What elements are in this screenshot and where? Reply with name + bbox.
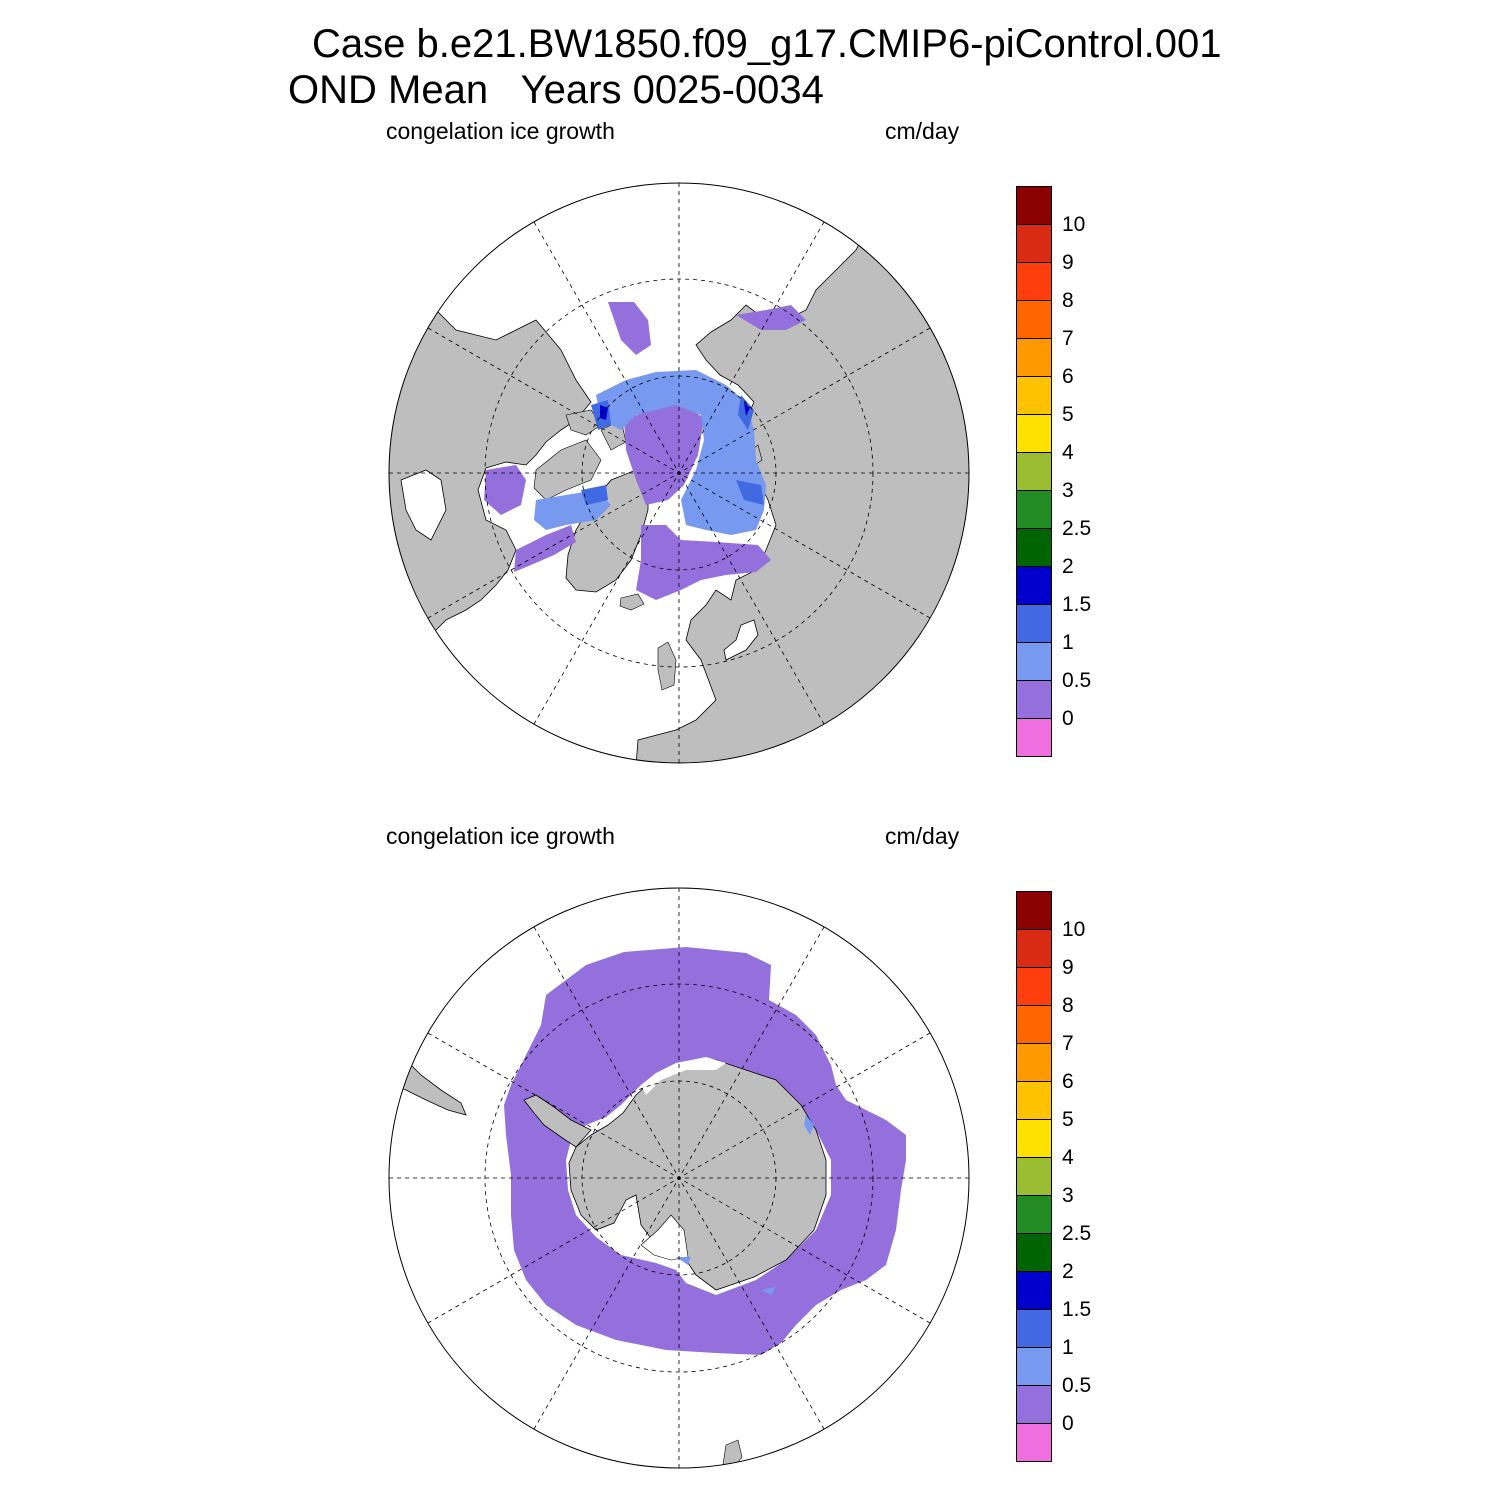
colorbar-tick-label: 2.5 <box>1062 517 1092 540</box>
colorbar-tick-label: 9 <box>1062 956 1074 979</box>
colorbar-swatch <box>1016 1271 1052 1310</box>
colorbar-swatch <box>1016 414 1052 453</box>
colorbar-swatch <box>1016 718 1052 757</box>
colorbar-tick-label: 4 <box>1062 1146 1074 1169</box>
colorbar-swatch <box>1016 490 1052 529</box>
colorbar-tick-label: 6 <box>1062 1070 1074 1093</box>
colorbar-tick-label: 3 <box>1062 1184 1074 1207</box>
ice-0.5-1 <box>596 370 766 535</box>
colorbar-tick-label: 5 <box>1062 403 1074 426</box>
colorbar-swatch <box>1016 452 1052 491</box>
colorbar-tick-label: 1 <box>1062 1336 1074 1359</box>
colorbar-swatch <box>1016 338 1052 377</box>
colorbar-tick-label: 2 <box>1062 555 1074 578</box>
arctic-polar-map <box>388 182 970 764</box>
colorbar-swatch <box>1016 1385 1052 1424</box>
colorbar-tick-label: 5 <box>1062 1108 1074 1131</box>
ice-1.5-2 <box>600 405 608 420</box>
colorbar-tick-label: 0 <box>1062 707 1074 730</box>
colorbar-tick-label: 7 <box>1062 327 1074 350</box>
colorbar-swatch <box>1016 1233 1052 1272</box>
colorbar-tick-label: 2.5 <box>1062 1222 1092 1245</box>
colorbar-tick-label: 0.5 <box>1062 1374 1092 1397</box>
colorbar-swatch <box>1016 929 1052 968</box>
longitude-gridlines <box>389 888 969 1468</box>
land-antarctic-peninsula <box>523 1094 592 1148</box>
longitude-gridlines <box>389 183 969 763</box>
colorbar-swatch <box>1016 604 1052 643</box>
colorbar-tick-label: 1.5 <box>1062 1298 1092 1321</box>
colorbar-swatch <box>1016 224 1052 263</box>
colorbar-tick-label: 2 <box>1062 1260 1074 1283</box>
colorbar-swatch <box>1016 1043 1052 1082</box>
colorbar-swatch <box>1016 1195 1052 1234</box>
units-label: cm/day <box>885 118 960 144</box>
colorbar-tick-label: 6 <box>1062 365 1074 388</box>
colorbar-swatch <box>1016 1347 1052 1386</box>
land-north-america <box>389 279 592 661</box>
colorbar-tick-label: 0.5 <box>1062 669 1092 692</box>
colorbar-swatch <box>1016 566 1052 605</box>
colorbar-swatch <box>1016 1157 1052 1196</box>
colorbar-swatch <box>1016 967 1052 1006</box>
colorbar-tick-label: 3 <box>1062 479 1074 502</box>
ice-0-0.5-hudson <box>484 465 526 515</box>
colorbar-tick-label: 1 <box>1062 631 1074 654</box>
arctic-panel: congelation ice growth cm/day <box>0 0 1500 764</box>
map-border <box>388 182 970 764</box>
colorbar-tick-label: 10 <box>1062 918 1086 941</box>
plot-title-case: Case b.e21.BW1850.f09_g17.CMIP6-piContro… <box>312 22 1222 66</box>
colorbar-swatch <box>1016 1119 1052 1158</box>
ice-0-0.5-atlantic <box>636 525 771 600</box>
colorbar-tick-label: 1.5 <box>1062 593 1092 616</box>
ice-0-0.5-ring <box>504 947 906 1355</box>
colorbar-tick-label: 0 <box>1062 1412 1074 1435</box>
colorbar-swatch <box>1016 642 1052 681</box>
colorbar-swatch <box>1016 186 1052 225</box>
colorbar-swatch <box>1016 376 1052 415</box>
colorbar-tick-label: 9 <box>1062 251 1074 274</box>
colorbar-swatch <box>1016 1423 1052 1462</box>
colorbar-swatch <box>1016 891 1052 930</box>
colorbar-swatch <box>1016 262 1052 301</box>
colorbar-swatch <box>1016 1005 1052 1044</box>
colorbar-tick-label: 4 <box>1062 441 1074 464</box>
variable-label: congelation ice growth <box>386 823 615 849</box>
colorbar-swatch <box>1016 528 1052 567</box>
ice-0-0.5-labrador <box>514 525 576 572</box>
colorbar-swatch <box>1016 1309 1052 1348</box>
ice-0-0.5-bering <box>608 302 651 355</box>
colorbar-tick-label: 8 <box>1062 289 1074 312</box>
colorbar-tick-label: 10 <box>1062 213 1086 236</box>
antarctic-polar-map <box>388 887 970 1469</box>
plot-title-period: OND Mean Years 0025-0034 <box>288 68 824 112</box>
colorbar-swatch <box>1016 1081 1052 1120</box>
ice-0-0.5-central <box>624 400 704 505</box>
ice-0-0.5-okhotsk <box>736 305 806 330</box>
variable-label: congelation ice growth <box>386 118 615 144</box>
units-label: cm/day <box>885 823 960 849</box>
colorbar-tick-label: 8 <box>1062 994 1074 1017</box>
colorbar-swatch <box>1016 300 1052 339</box>
colorbar-tick-label: 7 <box>1062 1032 1074 1055</box>
map-border <box>388 887 970 1469</box>
antarctic-panel: congelation ice growth cm/day <box>0 705 1500 1469</box>
